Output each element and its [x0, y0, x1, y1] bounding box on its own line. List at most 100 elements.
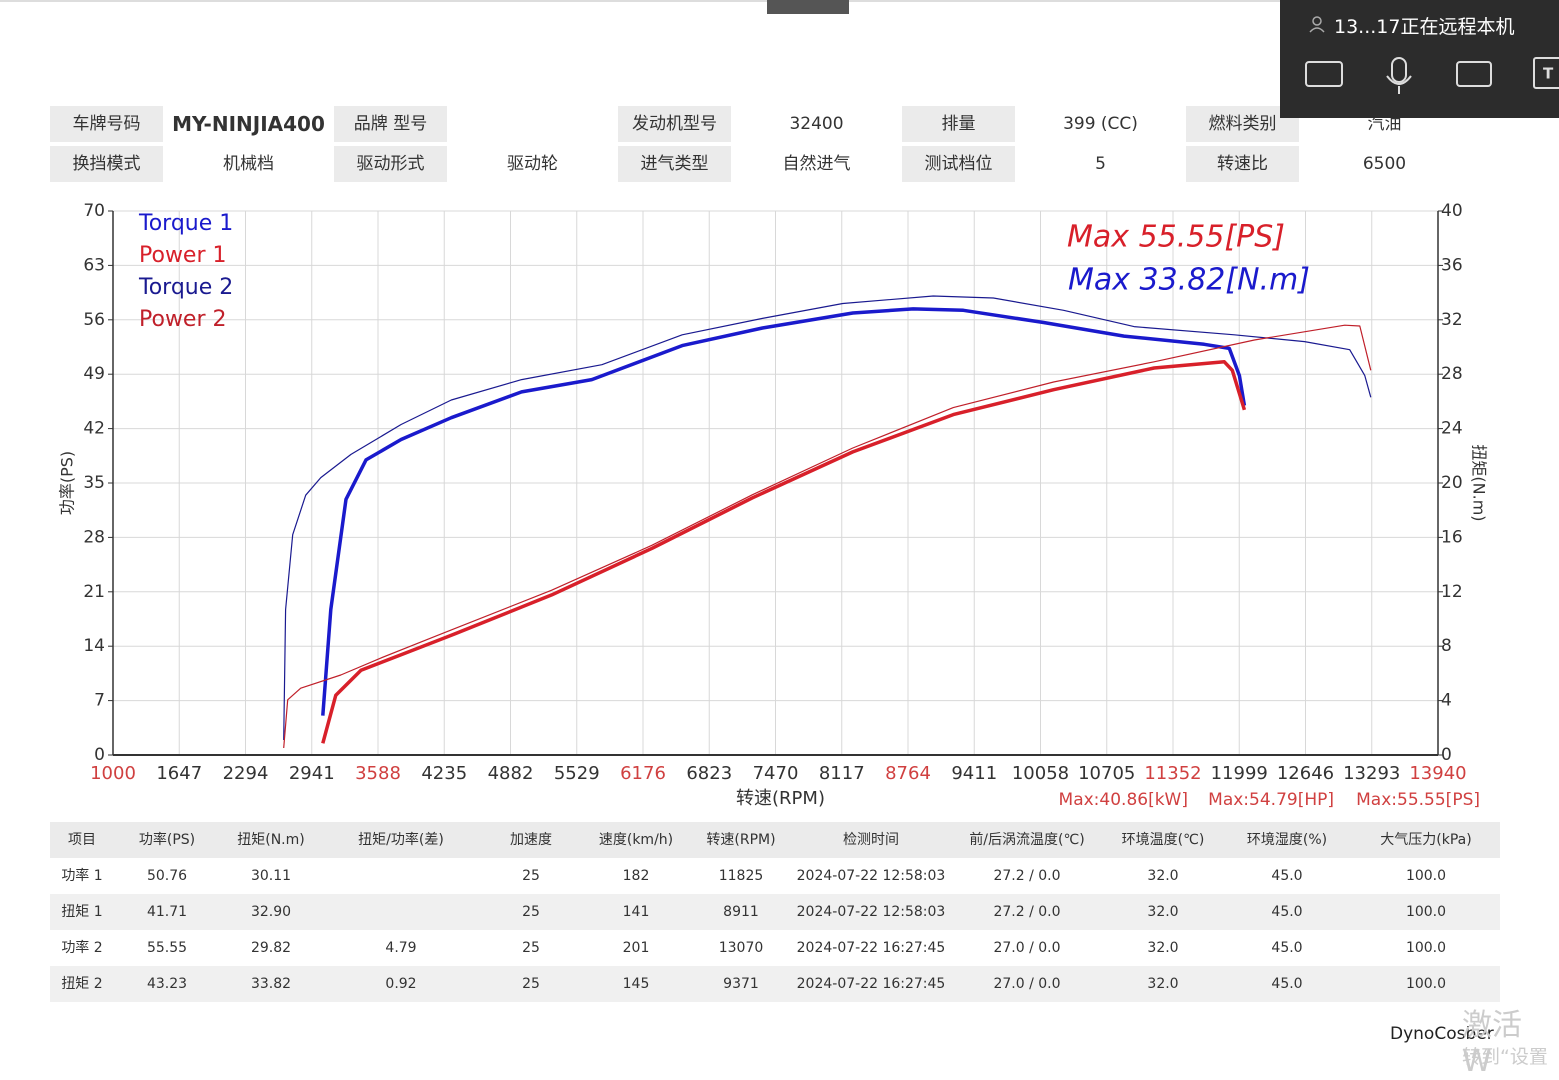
table-cell: 100.0 [1405, 976, 1447, 992]
header-label: 排量 [902, 106, 1015, 142]
table-cell: 27.0 / 0.0 [993, 976, 1061, 992]
table-row-bg [50, 966, 1500, 1002]
header-value: 汽油 [1367, 114, 1402, 134]
table-cell: 功率 1 [61, 868, 103, 884]
mic-button[interactable] [1386, 75, 1412, 94]
toolbar-tab[interactable] [767, 0, 849, 14]
table-row-bg [50, 894, 1500, 930]
table-cell: 32.0 [1147, 940, 1179, 956]
table-cell: 8911 [723, 904, 759, 920]
x-tick-label: 6176 [620, 763, 666, 784]
x-tick-label: 7470 [753, 763, 799, 784]
table-cell: 29.82 [250, 940, 292, 956]
x-tick-label: 13293 [1343, 763, 1400, 784]
x-tick-label: 8117 [819, 763, 865, 784]
x-tick-label: 1647 [156, 763, 202, 784]
header-value: 6500 [1362, 154, 1407, 174]
table-cell: 100.0 [1405, 904, 1447, 920]
x-tick-label: 10058 [1012, 763, 1069, 784]
table-cell: 25 [522, 868, 540, 884]
column-header: 扭矩/功率(差) [358, 832, 444, 848]
series-line [283, 295, 1372, 741]
y2-tick-label: 12 [1441, 582, 1463, 602]
overlay-icons: T [1305, 16, 1559, 94]
chat-button[interactable] [1305, 61, 1343, 87]
remote-status: 13...17正在远程本机 [1334, 16, 1515, 38]
column-header: 加速度 [510, 832, 552, 848]
header-label: 进气类型 [618, 146, 731, 182]
column-header: 转速(RPM) [706, 832, 776, 848]
column-header: 环境温度(℃) [1121, 832, 1205, 848]
y-tick-label: 35 [83, 473, 105, 493]
table-cell: 27.2 / 0.0 [993, 868, 1061, 884]
column-header: 扭矩(N.m) [237, 832, 305, 848]
table-cell: 50.76 [146, 868, 188, 884]
y2-tick-label: 8 [1441, 636, 1452, 656]
table-cell: 100.0 [1405, 868, 1447, 884]
max-note: Max:55.55[PS] [1356, 790, 1480, 810]
header-value: 399 (CC) [1063, 114, 1138, 134]
max-note: Max:54.79[HP] [1208, 790, 1334, 810]
user-icon [1309, 27, 1325, 33]
table-cell: 0.92 [385, 976, 417, 992]
series-line [321, 307, 1247, 716]
table-cell: 25 [522, 976, 540, 992]
series-line [283, 324, 1372, 749]
keyboard-button[interactable] [1456, 61, 1492, 87]
table-cell: 4.79 [385, 940, 417, 956]
header-value: 自然进气 [782, 154, 851, 174]
table-cell: 2024-07-22 12:58:03 [796, 904, 946, 920]
table-cell: 功率 2 [61, 940, 103, 956]
table-cell: 2024-07-22 16:27:45 [796, 940, 946, 956]
x-tick-label: 11999 [1211, 763, 1268, 784]
y-tick-label: 42 [83, 419, 105, 439]
table-cell: 13070 [718, 940, 764, 956]
table-cell: 201 [622, 940, 650, 956]
table-cell: 45.0 [1271, 868, 1303, 884]
header-value: 5 [1095, 154, 1106, 174]
header-value: 驱动轮 [507, 154, 558, 174]
table-cell: 32.90 [250, 904, 292, 920]
brand: DynoCosber [1390, 1024, 1494, 1044]
header-value: MY-NINJIA400 [172, 112, 325, 136]
y2-tick-label: 0 [1441, 745, 1452, 765]
x-tick-label: 8764 [885, 763, 931, 784]
x-tick-label: 3588 [355, 763, 401, 784]
y2-axis-label: 扭矩(N.m) [1470, 444, 1489, 521]
header-label: 驱动形式 [334, 146, 447, 182]
y2-tick-label: 4 [1441, 691, 1452, 711]
y-tick-label: 14 [83, 636, 105, 656]
legend-entry: Power 2 [139, 307, 227, 332]
x-tick-label: 1000 [90, 763, 136, 784]
series-line [321, 360, 1247, 744]
x-axis-label: 转速(RPM) [736, 788, 825, 809]
user-icon [1312, 16, 1322, 26]
x-tick-label: 4882 [488, 763, 534, 784]
x-tick-label: 5529 [554, 763, 600, 784]
table-cell: 41.71 [146, 904, 188, 920]
legend-entry: Torque 2 [138, 275, 233, 300]
mic-button[interactable] [1391, 57, 1407, 83]
table-cell: 141 [622, 904, 650, 920]
y2-tick-label: 36 [1441, 255, 1463, 275]
table-cell: 45.0 [1271, 904, 1303, 920]
text-button[interactable] [1533, 57, 1559, 89]
table-cell: 11825 [718, 868, 764, 884]
x-tick-label: 12646 [1277, 763, 1334, 784]
header-label: 品牌 型号 [334, 106, 447, 142]
y2-tick-label: 32 [1441, 310, 1463, 330]
remote-overlay: 13...17正在远程本机 T [1280, 0, 1559, 118]
table-cell: 32.0 [1147, 904, 1179, 920]
table-cell: 45.0 [1271, 940, 1303, 956]
header-label: 换挡模式 [50, 146, 163, 182]
table-cell: 45.0 [1271, 976, 1303, 992]
table-cell: 2024-07-22 16:27:45 [796, 976, 946, 992]
y-tick-label: 63 [83, 255, 105, 275]
x-tick-label: 2294 [223, 763, 269, 784]
legend-entry: Torque 1 [138, 211, 233, 236]
header-label: 发动机型号 [618, 106, 731, 142]
x-tick-label: 9411 [951, 763, 997, 784]
y-tick-label: 0 [94, 745, 105, 765]
header-label: 车牌号码 [50, 106, 163, 142]
table-cell: 30.11 [250, 868, 292, 884]
